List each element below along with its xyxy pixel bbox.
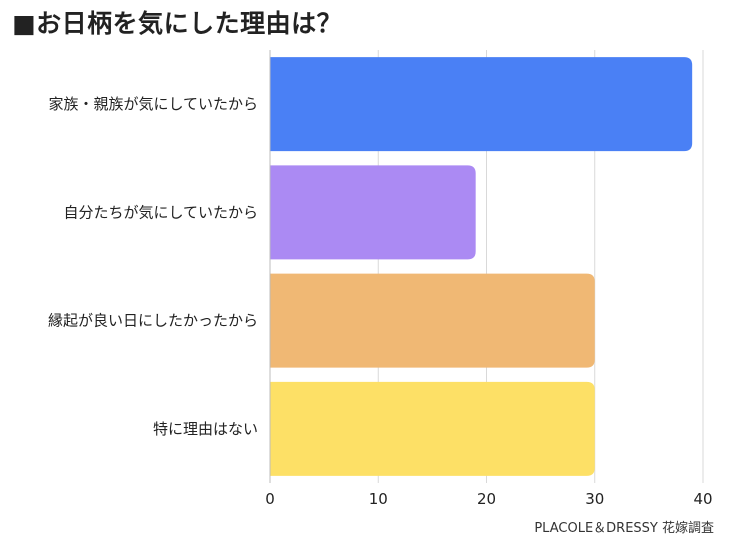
bar-3 <box>270 381 595 476</box>
bar-0 <box>270 57 693 152</box>
category-label-2: 縁起が良い日にしたかったから <box>48 312 258 330</box>
category-label-0: 家族・親族が気にしていたから <box>48 95 258 113</box>
x-tick-label-0: 0 <box>265 490 275 508</box>
chart-title: ■お日柄を気にした理由は？ <box>12 9 343 38</box>
category-label-1: 自分たちが気にしていたから <box>63 203 258 221</box>
source-note: PLACOLE＆DRESSY 花嫁調査 <box>534 521 714 536</box>
category-label-3: 特に理由はない <box>153 420 258 438</box>
x-tick-label-4: 40 <box>693 490 712 508</box>
x-tick-label-1: 10 <box>369 490 388 508</box>
x-tick-label-2: 20 <box>477 490 496 508</box>
bar-1 <box>270 165 476 260</box>
x-tick-label-3: 30 <box>585 490 604 508</box>
bar-2 <box>270 273 595 368</box>
